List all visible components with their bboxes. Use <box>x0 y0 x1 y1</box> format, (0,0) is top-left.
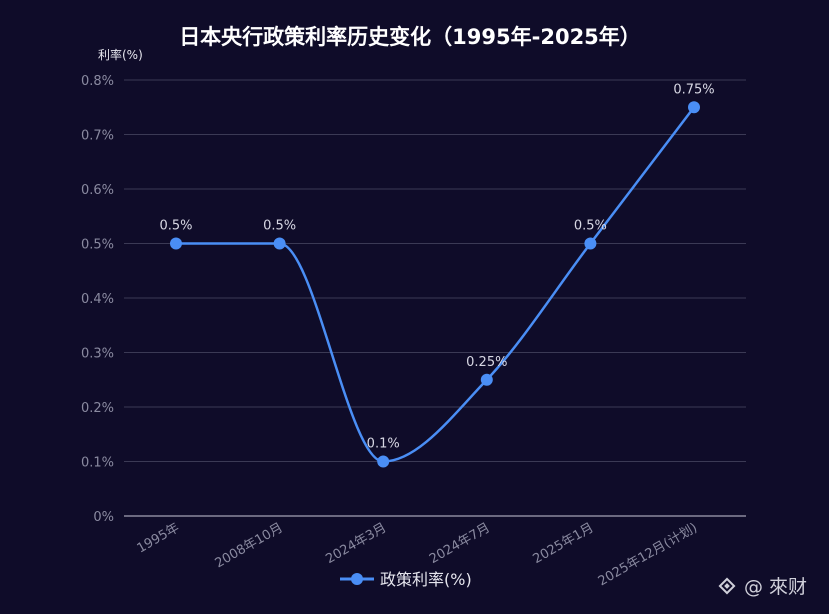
data-label: 0.5% <box>159 219 192 234</box>
x-tick-label: 2025年1月 <box>531 520 597 567</box>
y-axis-label: 利率(%) <box>98 47 143 62</box>
x-tick-label: 2024年3月 <box>323 520 389 567</box>
data-point[interactable] <box>688 101 700 114</box>
y-tick-labels: 0% 0.1% 0.2% 0.3% 0.4% 0.5% 0.6% 0.7% 0.8% <box>81 74 114 525</box>
x-tick-label: 2008年10月 <box>213 520 286 571</box>
grid-lines <box>124 79 746 517</box>
y-tick-label: 0.8% <box>81 74 114 89</box>
data-point[interactable] <box>480 373 493 386</box>
y-tick-label: 0.4% <box>81 292 114 307</box>
legend-label: 政策利率(%) <box>380 570 472 589</box>
y-tick-label: 0.5% <box>81 238 114 253</box>
y-tick-label: 0.1% <box>81 456 114 471</box>
y-tick-label: 0.2% <box>81 401 114 416</box>
series-group <box>170 101 700 468</box>
data-labels: 0.5% 0.5% 0.1% 0.25% 0.5% 0.75% <box>159 82 714 451</box>
x-tick-label: 1995年 <box>135 520 182 556</box>
series-line <box>175 106 695 463</box>
x-tick-label: 2025年12月(计划) <box>596 520 700 589</box>
chart-title: 日本央行政策利率历史变化（1995年-2025年） <box>179 25 641 49</box>
data-label: 0.1% <box>367 437 400 452</box>
legend-dot-marker <box>351 573 363 585</box>
watermark-text: @ 來财 <box>744 576 807 598</box>
data-label: 0.5% <box>574 219 607 234</box>
data-point[interactable] <box>584 237 597 250</box>
y-tick-label: 0% <box>93 510 114 525</box>
watermark: @ 來财 <box>718 576 807 598</box>
diamond-logo-icon <box>718 577 736 595</box>
data-point[interactable] <box>377 455 390 468</box>
data-point[interactable] <box>273 237 286 250</box>
data-label: 0.5% <box>263 219 296 234</box>
y-tick-label: 0.3% <box>81 347 114 362</box>
y-tick-label: 0.6% <box>81 183 114 198</box>
legend[interactable]: 政策利率(%) <box>340 570 472 589</box>
data-label: 0.75% <box>673 82 714 97</box>
data-label: 0.25% <box>466 355 507 370</box>
y-tick-label: 0.7% <box>81 129 114 144</box>
data-point[interactable] <box>170 237 182 250</box>
x-tick-label: 2024年7月 <box>427 520 493 567</box>
